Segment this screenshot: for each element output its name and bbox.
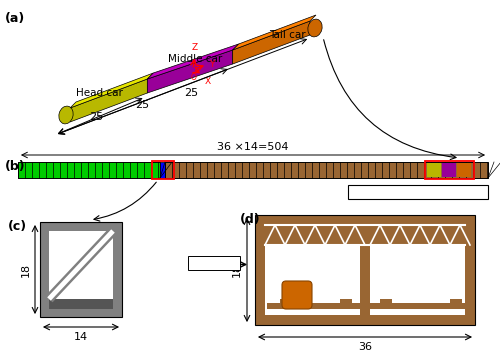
Text: Moving direction: Moving direction	[372, 187, 453, 197]
Bar	[380, 299, 392, 303]
Polygon shape	[70, 79, 148, 122]
FancyBboxPatch shape	[282, 281, 312, 309]
Text: 14: 14	[74, 332, 88, 342]
Text: 18: 18	[232, 263, 242, 277]
FancyBboxPatch shape	[188, 256, 240, 269]
Text: O: O	[191, 72, 197, 82]
Polygon shape	[232, 15, 316, 50]
Ellipse shape	[59, 106, 73, 124]
Bar	[165, 162, 488, 178]
Polygon shape	[70, 73, 154, 108]
Bar	[280, 299, 292, 303]
Bar	[450, 299, 462, 303]
Bar	[265, 245, 465, 315]
Text: Middle car: Middle car	[168, 54, 222, 64]
Text: 25: 25	[135, 101, 149, 110]
Text: Cross wind: Cross wind	[188, 259, 240, 269]
Bar	[18, 162, 160, 178]
Bar	[160, 162, 165, 178]
Text: 25: 25	[89, 112, 103, 122]
Bar	[40, 222, 122, 317]
Text: 36: 36	[358, 342, 372, 352]
Bar	[152, 161, 174, 179]
Text: (c): (c)	[8, 220, 27, 233]
Bar	[370, 303, 466, 309]
Bar	[442, 163, 456, 177]
Polygon shape	[148, 50, 232, 93]
Ellipse shape	[308, 19, 322, 37]
Text: Z: Z	[192, 43, 198, 53]
Text: Head car: Head car	[76, 88, 123, 98]
Text: Y: Y	[209, 60, 214, 69]
Bar	[425, 161, 474, 179]
Bar	[255, 215, 475, 325]
Text: (d): (d)	[240, 213, 260, 226]
Polygon shape	[232, 21, 310, 64]
Text: 36 ×14=504: 36 ×14=504	[217, 142, 289, 152]
Text: (a): (a)	[5, 12, 25, 25]
Text: Tail car: Tail car	[269, 30, 306, 40]
Text: 25: 25	[184, 88, 198, 98]
Bar	[267, 303, 363, 309]
Text: 18: 18	[21, 262, 31, 276]
Bar	[360, 245, 370, 315]
Bar	[427, 163, 441, 177]
Bar	[340, 299, 352, 303]
Text: (b): (b)	[5, 160, 25, 173]
Bar	[49, 299, 113, 309]
Text: X: X	[205, 77, 211, 85]
FancyBboxPatch shape	[348, 185, 488, 199]
Bar	[49, 231, 113, 299]
Polygon shape	[148, 44, 238, 79]
Bar	[457, 163, 471, 177]
